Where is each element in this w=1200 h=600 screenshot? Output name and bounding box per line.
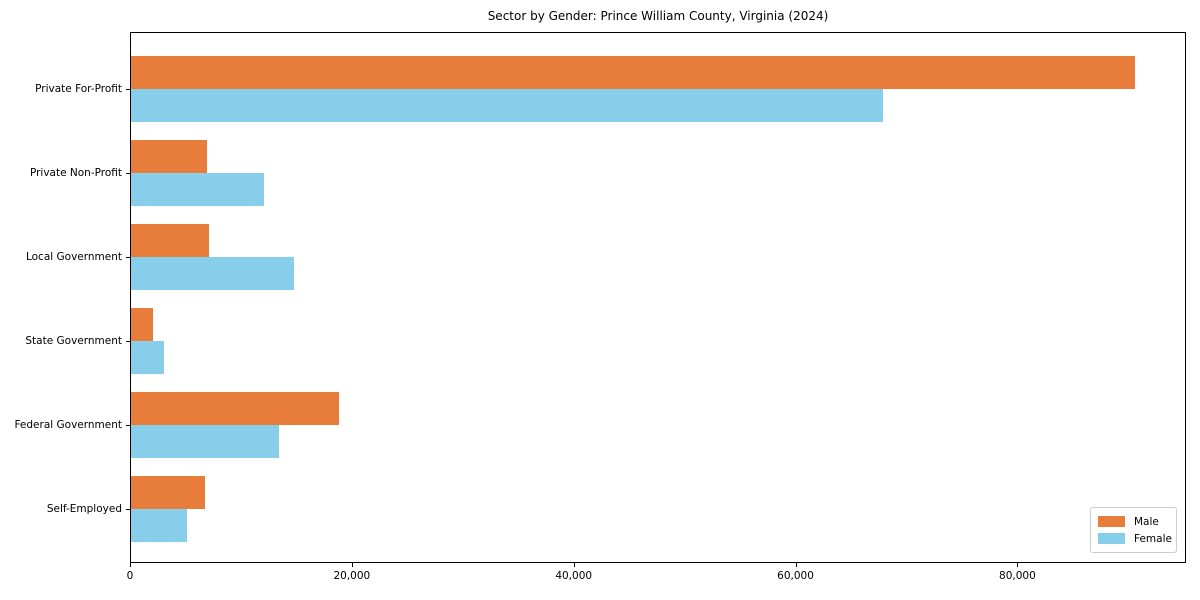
y-tick-label-self-employed: Self-Employed: [46, 503, 122, 515]
bar-female-state-government: [131, 341, 165, 374]
bar-female-private-non-profit: [131, 173, 265, 206]
y-tick-mark-state-government: [126, 341, 130, 342]
bar-female-federal-government: [131, 425, 279, 458]
y-tick-mark-self-employed: [126, 509, 130, 510]
legend-item-female: Female: [1098, 533, 1176, 545]
bar-female-local-government: [131, 257, 295, 290]
y-tick-label-state-government: State Government: [25, 335, 122, 347]
female-swatch: [1098, 533, 1125, 544]
bar-male-state-government: [131, 308, 154, 341]
x-tick-label-80000: 80,000: [999, 570, 1036, 582]
y-tick-label-private-non-profit: Private Non-Profit: [29, 167, 122, 179]
bar-female-self-employed: [131, 509, 187, 542]
x-tick-mark-40000: [573, 563, 575, 567]
y-tick-label-private-for-profit: Private For-Profit: [35, 83, 122, 95]
bar-male-private-for-profit: [131, 56, 1135, 89]
y-tick-label-federal-government: Federal Government: [14, 419, 122, 431]
y-tick-mark-federal-government: [126, 425, 130, 426]
x-tick-label-40000: 40,000: [555, 570, 593, 582]
legend: Male Female: [1090, 507, 1177, 553]
x-tick-mark-20000: [351, 563, 353, 567]
male-swatch: [1098, 516, 1125, 527]
x-tick-mark-60000: [795, 563, 797, 567]
legend-item-male: Male: [1098, 516, 1176, 528]
legend-label-female: Female: [1134, 532, 1172, 545]
chart-title: Sector by Gender: Prince William County,…: [487, 9, 829, 23]
y-tick-mark-private-for-profit: [126, 89, 130, 90]
legend-label-male: Male: [1134, 515, 1159, 528]
y-tick-label-local-government: Local Government: [25, 251, 122, 263]
x-tick-label-60000: 60,000: [777, 570, 814, 582]
bar-male-federal-government: [131, 392, 339, 425]
y-tick-mark-local-government: [126, 257, 130, 258]
x-tick-mark-0: [130, 563, 131, 567]
x-tick-mark-80000: [1017, 563, 1019, 567]
x-tick-label-20000: 20,000: [333, 570, 371, 582]
x-tick-label-0: 0: [126, 570, 134, 582]
bar-male-self-employed: [131, 476, 206, 509]
bar-female-private-for-profit: [131, 89, 884, 122]
bar-male-local-government: [131, 224, 209, 257]
bar-male-private-non-profit: [131, 140, 207, 173]
y-tick-mark-private-non-profit: [126, 173, 130, 174]
